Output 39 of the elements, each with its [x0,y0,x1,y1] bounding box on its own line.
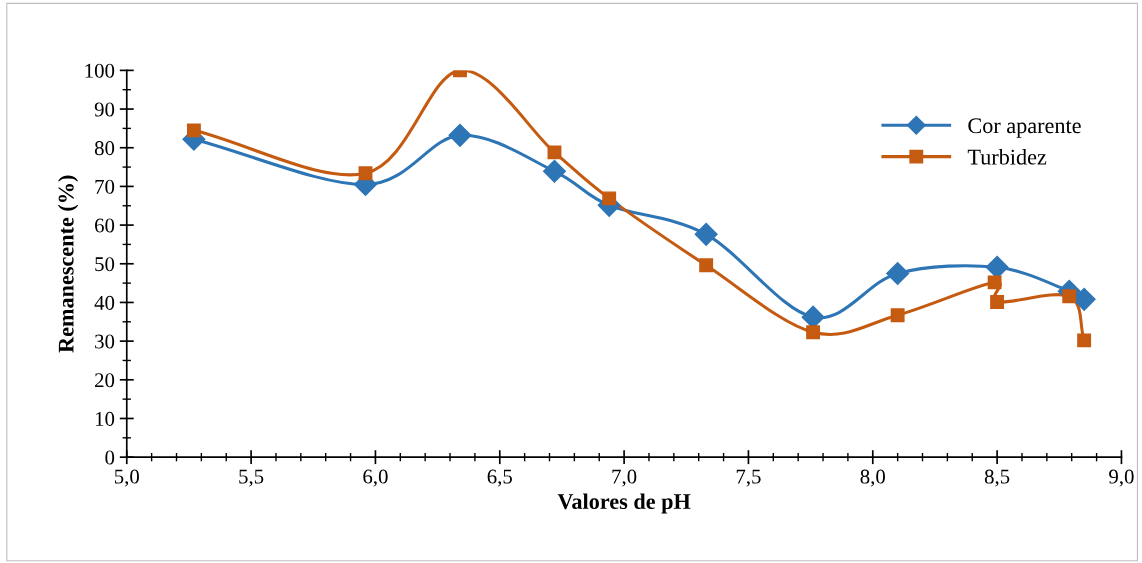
point [448,123,472,147]
point [542,159,566,183]
y-tick-label: 10 [95,411,115,426]
x-tick-label: 7,0 [612,469,637,487]
point [990,295,1005,310]
y-tick-label: 20 [95,373,115,388]
y-tick-label: 40 [94,295,115,310]
point [806,325,821,340]
x-tick-label: 5,5 [239,469,264,487]
y-tick-label: 100 [85,63,115,78]
y-tick-label: 50 [95,257,115,272]
y-tick-label: 70 [95,179,115,194]
y-tick-label: 30 [95,334,115,349]
legend-label: Cor aparente [968,118,1081,138]
y-tick-label: 0 [105,450,115,465]
y-tick-label: 60 [95,218,115,233]
y-tick-label: 90 [94,102,115,117]
x-tick-label: 7,5 [736,469,761,487]
x-axis-title: Valores de pH [557,493,691,514]
x-tick-label: 6,5 [487,469,512,487]
point [987,275,1002,290]
point [694,222,718,246]
y-axis-title: Remanescente (%) [58,175,79,353]
point [602,191,617,206]
legend-label: Turbidez [967,148,1047,165]
y-tick-label: 80 [94,141,115,156]
point [890,308,905,323]
point [699,258,714,273]
x-tick-label: 8,5 [984,469,1010,487]
point [547,145,562,160]
point [886,261,910,285]
point [358,166,373,181]
point [186,123,201,138]
x-tick-label: 5,0 [114,469,139,487]
x-tick-label: 6,0 [363,469,388,487]
x-tick-label: 8,0 [860,469,885,487]
x-tick-label: 9,0 [1109,469,1134,487]
point [1077,333,1092,348]
point [1062,289,1077,304]
